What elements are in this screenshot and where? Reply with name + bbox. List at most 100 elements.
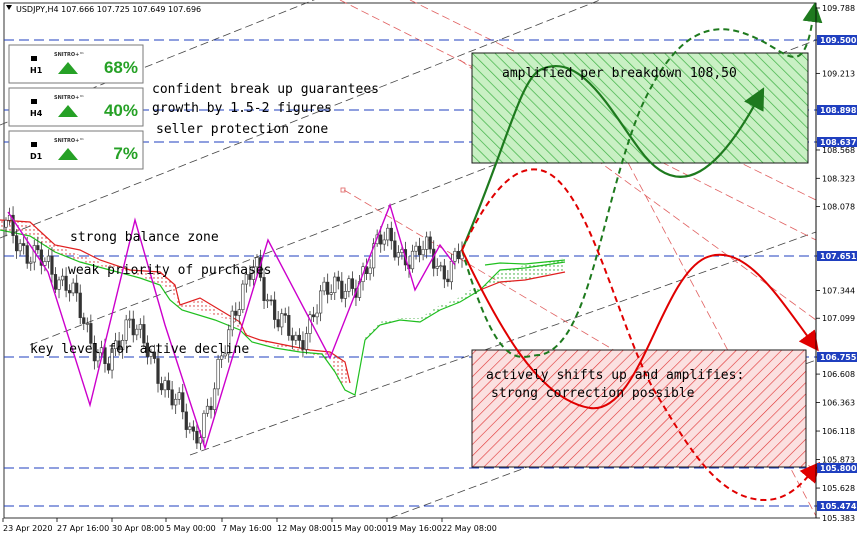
candle-body: [382, 239, 386, 245]
candle-body: [57, 279, 61, 290]
candle-body: [121, 339, 125, 351]
candle-body: [386, 227, 390, 241]
candle-body: [241, 283, 245, 310]
green-forecast-solid: [460, 64, 765, 251]
price-tag: [817, 251, 857, 261]
candle-body: [262, 277, 266, 301]
candle-body: [269, 299, 273, 302]
candle-body: [287, 315, 291, 336]
candle-body: [372, 243, 376, 269]
candle-body: [78, 292, 82, 318]
candle-body: [290, 335, 294, 341]
panel-percent: 68%: [104, 58, 138, 77]
candle-body: [174, 398, 178, 406]
candle-body: [216, 358, 220, 390]
price-tag: [817, 105, 857, 115]
price-tag-label: 108.898: [820, 106, 857, 115]
annotations: confident break up guarantees growth by …: [30, 66, 744, 401]
annotation-8: actively shifts up and amplifies:: [486, 368, 744, 383]
candle-body: [283, 313, 287, 316]
panel-percent: 7%: [113, 144, 138, 163]
candle-body: [449, 260, 453, 283]
candle-body: [170, 389, 174, 406]
candle-body: [428, 236, 432, 250]
symbol-header: USDJPY,H4 107.666 107.725 107.649 107.69…: [16, 5, 201, 14]
price-tag-label: 107.651: [820, 252, 857, 261]
candle-body: [110, 348, 114, 371]
candle-body: [188, 426, 192, 430]
candle-body: [113, 340, 118, 350]
candle-body: [22, 243, 26, 246]
x-tick-label: 7 May 16:00: [222, 524, 272, 533]
candle-body: [273, 299, 277, 320]
candle-body: [442, 265, 446, 280]
candle-body: [350, 278, 355, 289]
candle-body: [297, 334, 301, 341]
y-tick-label: 108.323: [822, 174, 855, 183]
annotation-9: strong correction possible: [491, 386, 695, 401]
price-tag-label: 106.755: [820, 353, 857, 362]
annotation-4: strong balance zone: [70, 230, 219, 245]
x-tick-label: 27 Apr 16:00: [57, 524, 109, 533]
y-tick-label: 105.873: [822, 456, 855, 465]
candle-body: [191, 426, 195, 432]
candle-body: [25, 245, 29, 264]
panel-percent: 40%: [104, 101, 138, 120]
red-forecast-solid: [461, 249, 819, 410]
panel-brand: SNITRO+™: [54, 52, 84, 58]
candle-body: [294, 334, 298, 341]
price-tag: [817, 463, 857, 473]
candle-body: [326, 281, 330, 295]
y-tick-label: 109.788: [822, 4, 855, 13]
candle-body: [255, 257, 259, 268]
candle-body: [163, 380, 167, 391]
candle-body: [389, 227, 393, 242]
candle-body: [85, 323, 89, 325]
candle-body: [75, 282, 79, 294]
candle-body: [53, 274, 58, 290]
signal-panel: H1 SNITRO+™ 68%: [8, 44, 144, 84]
annotation-1: confident break up guarantees: [152, 82, 379, 97]
candle-body: [393, 240, 397, 258]
candle-body: [347, 278, 351, 292]
candle-body: [304, 333, 309, 350]
candle-body: [181, 392, 185, 413]
candle-body: [68, 290, 72, 294]
candle-body: [135, 328, 139, 336]
forecast-paths: [460, 2, 823, 502]
candle-body: [198, 437, 203, 444]
candle-body: [43, 261, 47, 266]
candle-body: [368, 267, 372, 274]
y-tick-label: 106.608: [822, 370, 855, 379]
candle-body: [410, 250, 415, 270]
triangle-down-icon: [6, 5, 12, 10]
signal-panels: H1 SNITRO+™ 68% H4 SNITRO+™ 40% D1 SNITRO+™ 7%: [8, 44, 144, 170]
signal-panel: D1 SNITRO+™ 7%: [8, 130, 144, 170]
y-tick-label: 108.078: [822, 203, 855, 212]
candle-body: [319, 290, 323, 314]
x-tick-label: 5 May 00:00: [166, 524, 216, 533]
y-tick-label: 105.383: [822, 514, 855, 523]
candle-body: [145, 342, 149, 357]
candle-body: [46, 255, 51, 262]
panel-brand: SNITRO+™: [54, 138, 84, 144]
price-tag-label: 105.800: [820, 464, 857, 473]
candle-body: [227, 329, 231, 355]
annotation-2: growth by 1.5-2 figures: [152, 101, 332, 116]
candle-body: [417, 245, 422, 256]
price-tag-label: 109.500: [820, 36, 857, 45]
candle-body: [131, 318, 135, 336]
phone-icon: [31, 99, 37, 104]
candle-body: [92, 343, 96, 362]
y-tick-label: 107.099: [822, 314, 855, 323]
annotation-3: seller protection zone: [156, 122, 328, 137]
candle-body: [11, 214, 15, 236]
x-tick-label: 23 Apr 2020: [3, 524, 52, 533]
candle-body: [220, 355, 224, 360]
annotation-6: key level for active decline: [30, 342, 249, 357]
candle-body: [167, 380, 171, 391]
signal-panel: H4 SNITRO+™ 40%: [8, 87, 144, 127]
candle-body: [96, 352, 100, 362]
candle-body: [18, 243, 22, 252]
